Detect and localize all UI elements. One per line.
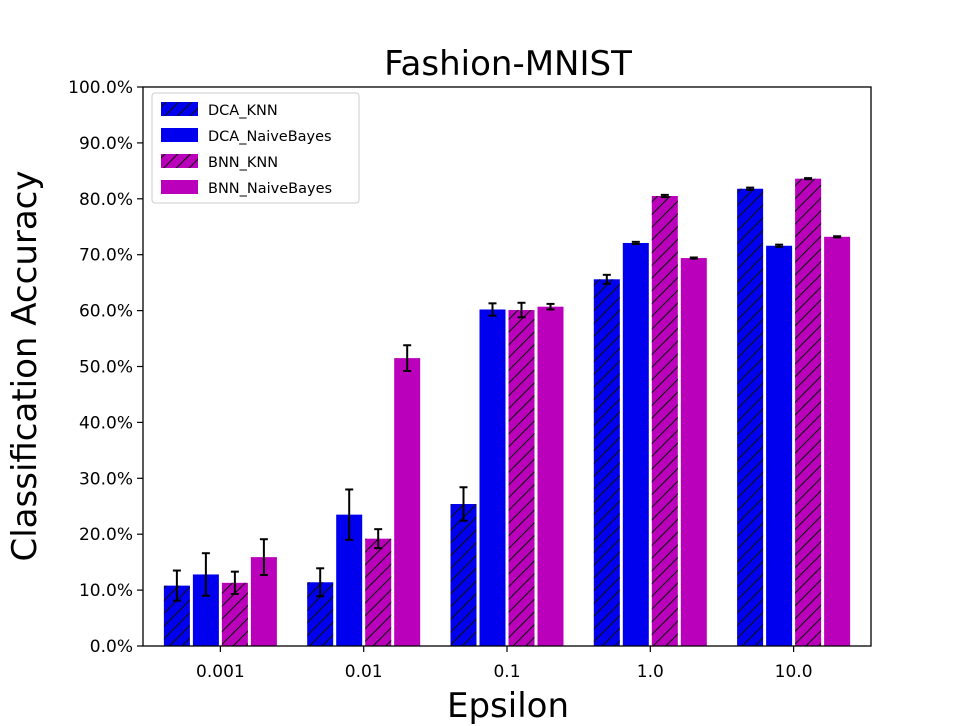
bar-hatch bbox=[593, 279, 620, 646]
error-bar bbox=[660, 193, 669, 199]
y-tick-label: 60.0% bbox=[79, 302, 133, 322]
error-bar bbox=[689, 256, 698, 260]
x-axis-label: Epsilon bbox=[447, 686, 569, 726]
error-bar bbox=[602, 273, 611, 285]
error-bar bbox=[459, 486, 468, 522]
y-tick-label: 70.0% bbox=[79, 246, 133, 266]
y-tick-label: 10.0% bbox=[79, 581, 133, 601]
bar-hatch bbox=[450, 504, 477, 646]
bar-dca-naivebayes bbox=[622, 242, 649, 646]
error-bar bbox=[345, 488, 354, 541]
chart-title: Fashion-MNIST bbox=[384, 44, 632, 84]
legend: DCA_KNN DCA_NaiveBayes BNN_KNN BNN_NaiveBay… bbox=[151, 92, 360, 204]
bar-bnn-naivebayes bbox=[824, 236, 851, 646]
legend-label: BNN_NaiveBayes bbox=[208, 181, 332, 197]
bar-dca-naivebayes bbox=[479, 309, 506, 646]
error-bar bbox=[374, 528, 383, 550]
y-tick-label: 40.0% bbox=[79, 413, 133, 433]
bar-bnn-naivebayes bbox=[680, 258, 707, 646]
legend-label: DCA_KNN bbox=[208, 103, 278, 119]
bar-hatch bbox=[795, 178, 822, 646]
plot-frame bbox=[142, 86, 872, 647]
y-tick-label: 30.0% bbox=[79, 469, 133, 489]
y-tick-label: 100.0% bbox=[68, 78, 133, 98]
x-tick-label: 0.1 bbox=[493, 662, 520, 682]
legend-swatch-hatch bbox=[161, 102, 198, 116]
legend-label: DCA_NaiveBayes bbox=[208, 129, 332, 145]
bar-dca-naivebayes bbox=[766, 245, 793, 647]
error-bar bbox=[833, 235, 842, 239]
bar-hatch bbox=[651, 196, 678, 646]
y-tick-label: 90.0% bbox=[79, 134, 133, 154]
error-bar bbox=[488, 302, 497, 317]
bar-bnn-naivebayes bbox=[394, 358, 421, 646]
plot-area: 0.0% 10.0% 20.0% 30.0% 40.0% 50.0% 60.0% 70.0% 8… bbox=[68, 78, 851, 682]
error-bar bbox=[259, 538, 268, 577]
legend-swatch bbox=[161, 180, 198, 194]
bar-bnn-naivebayes bbox=[537, 306, 564, 646]
error-bar bbox=[631, 240, 640, 246]
error-bar bbox=[804, 177, 813, 181]
legend-label: BNN_KNN bbox=[208, 155, 278, 171]
y-tick-label: 50.0% bbox=[79, 358, 133, 378]
y-axis-label: Classification Accuracy bbox=[5, 171, 45, 562]
bar-hatch bbox=[737, 188, 764, 646]
x-tick-label: 10.0 bbox=[775, 662, 813, 682]
bar-hatch bbox=[365, 538, 392, 646]
legend-swatch bbox=[161, 128, 198, 142]
error-bar bbox=[316, 567, 325, 598]
error-bar bbox=[201, 552, 210, 597]
error-bar bbox=[403, 344, 412, 372]
x-tick-label: 0.001 bbox=[196, 662, 245, 682]
y-tick-label: 80.0% bbox=[79, 190, 133, 210]
x-tick-label: 0.01 bbox=[345, 662, 383, 682]
error-bar bbox=[517, 301, 526, 319]
legend-box bbox=[151, 92, 360, 204]
bar-hatch bbox=[508, 310, 535, 646]
error-bar bbox=[172, 569, 181, 602]
y-tick-label: 0.0% bbox=[90, 637, 133, 657]
error-bar bbox=[775, 243, 784, 248]
error-bar bbox=[230, 570, 239, 596]
legend-swatch-hatch bbox=[161, 154, 198, 168]
y-tick-label: 20.0% bbox=[79, 525, 133, 545]
error-bar bbox=[546, 302, 555, 311]
x-tick-label: 1.0 bbox=[637, 662, 664, 682]
error-bar bbox=[746, 186, 755, 191]
